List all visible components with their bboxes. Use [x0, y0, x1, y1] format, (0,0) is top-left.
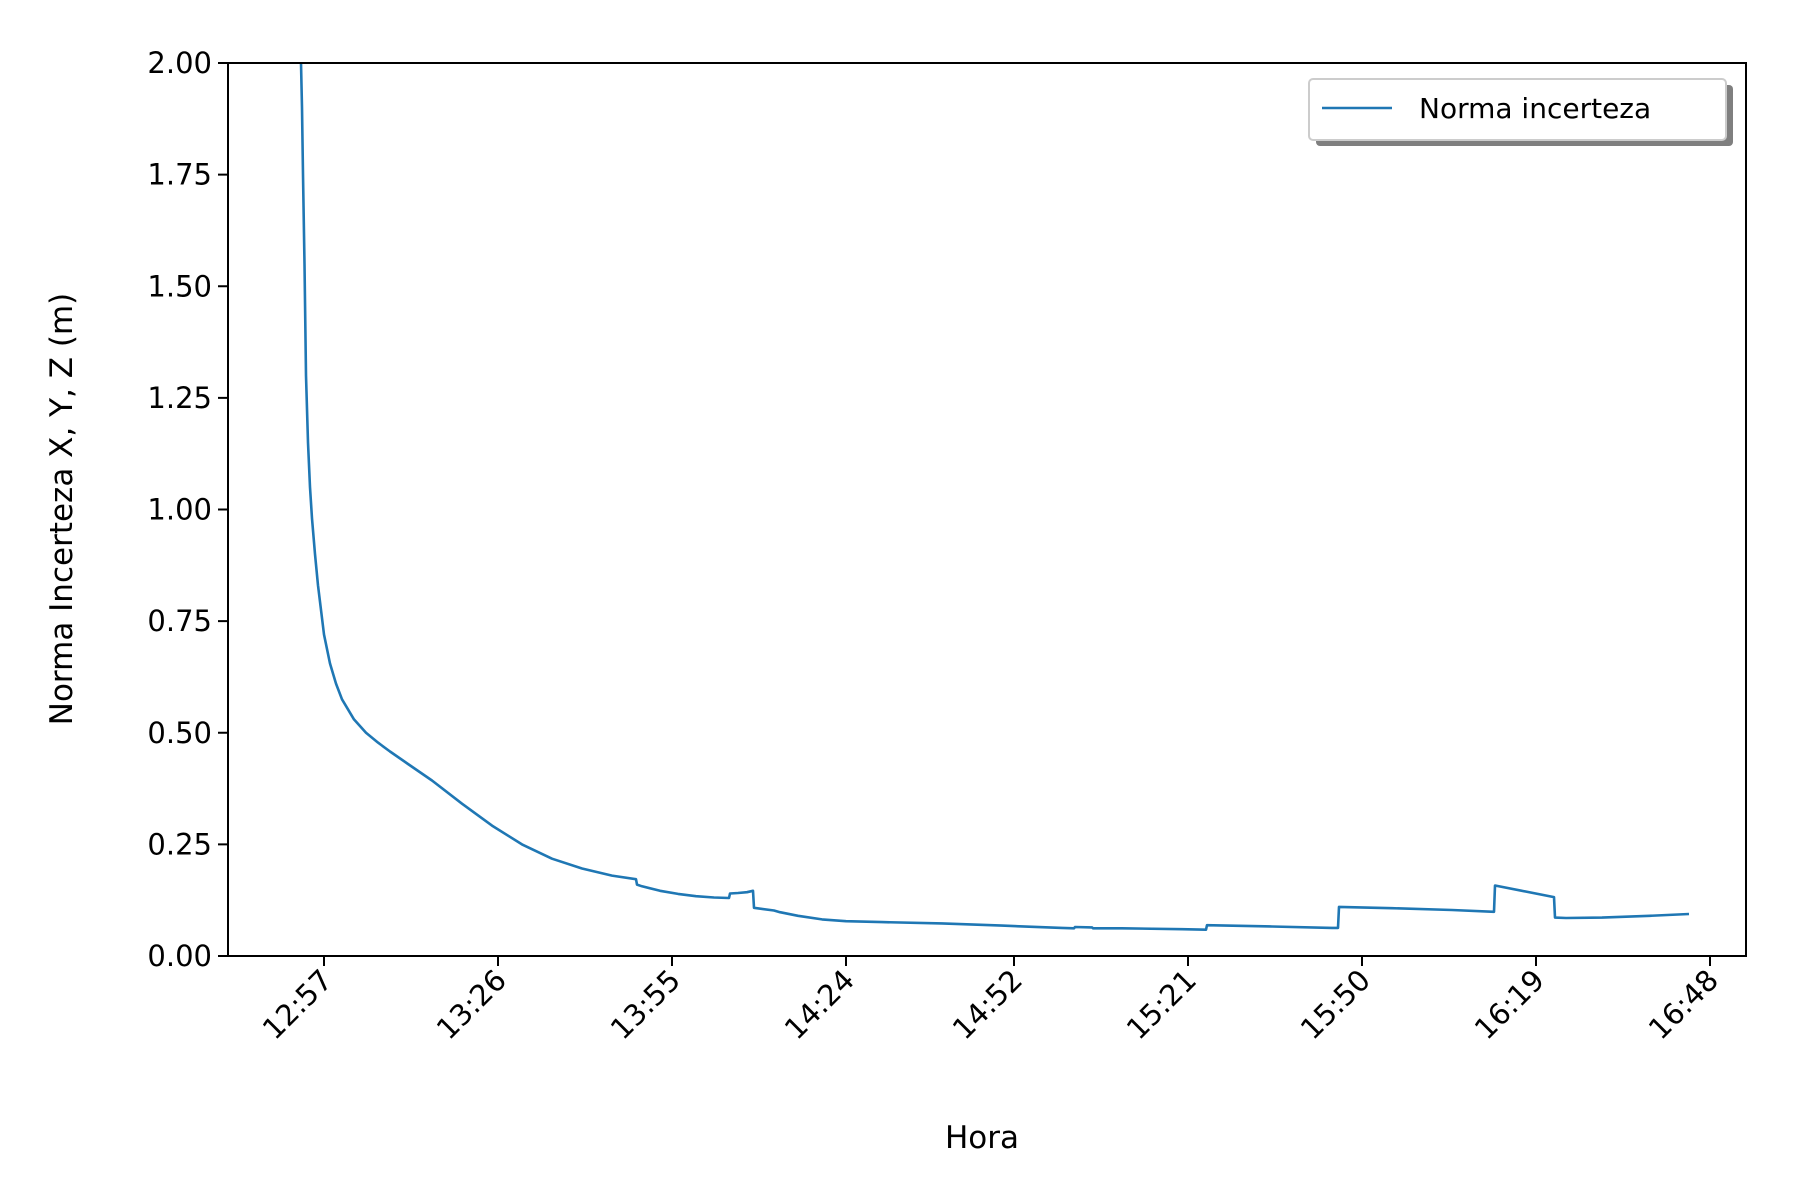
- x-tick-label: 15:21: [1120, 963, 1203, 1046]
- axes-frame: [227, 62, 1747, 957]
- y-tick-label: 0.25: [147, 827, 212, 861]
- x-tick-label: 13:26: [430, 963, 513, 1046]
- series-line-norma-incerteza: [299, 62, 1690, 931]
- x-tick-label: 13:55: [604, 963, 687, 1046]
- legend: Norma incerteza: [1308, 78, 1733, 146]
- plot-area: [227, 62, 1747, 957]
- x-tick-label: 15:50: [1294, 963, 1377, 1046]
- x-tick-label: 14:52: [946, 963, 1029, 1046]
- y-tick-label: 0.50: [147, 716, 212, 750]
- y-axis: 0.00 0.25 0.50 0.75 1.00 1.25 1.50 1.75 2.00: [147, 46, 228, 973]
- y-tick-label: 0.00: [147, 939, 212, 973]
- y-tick-label: 2.00: [147, 46, 212, 80]
- y-tick-label: 1.50: [147, 269, 212, 303]
- x-tick-label: 14:24: [778, 963, 861, 1046]
- x-axis: 12:57 13:26 13:55 14:24 14:52 15:21 15:50 16:19…: [256, 956, 1725, 1046]
- legend-label: Norma incerteza: [1419, 92, 1651, 125]
- y-tick-label: 0.75: [147, 604, 212, 638]
- x-tick-label: 12:57: [256, 963, 339, 1046]
- x-tick-label: 16:48: [1642, 963, 1725, 1046]
- y-axis-title: Norma Incerteza X, Y, Z (m): [44, 293, 80, 725]
- legend-box: [1308, 78, 1727, 141]
- y-tick-label: 1.75: [147, 158, 212, 192]
- x-axis-title: Hora: [945, 1120, 1019, 1156]
- y-tick-label: 1.25: [147, 381, 212, 415]
- x-tick-label: 16:19: [1468, 963, 1551, 1046]
- y-tick-label: 1.00: [147, 493, 212, 527]
